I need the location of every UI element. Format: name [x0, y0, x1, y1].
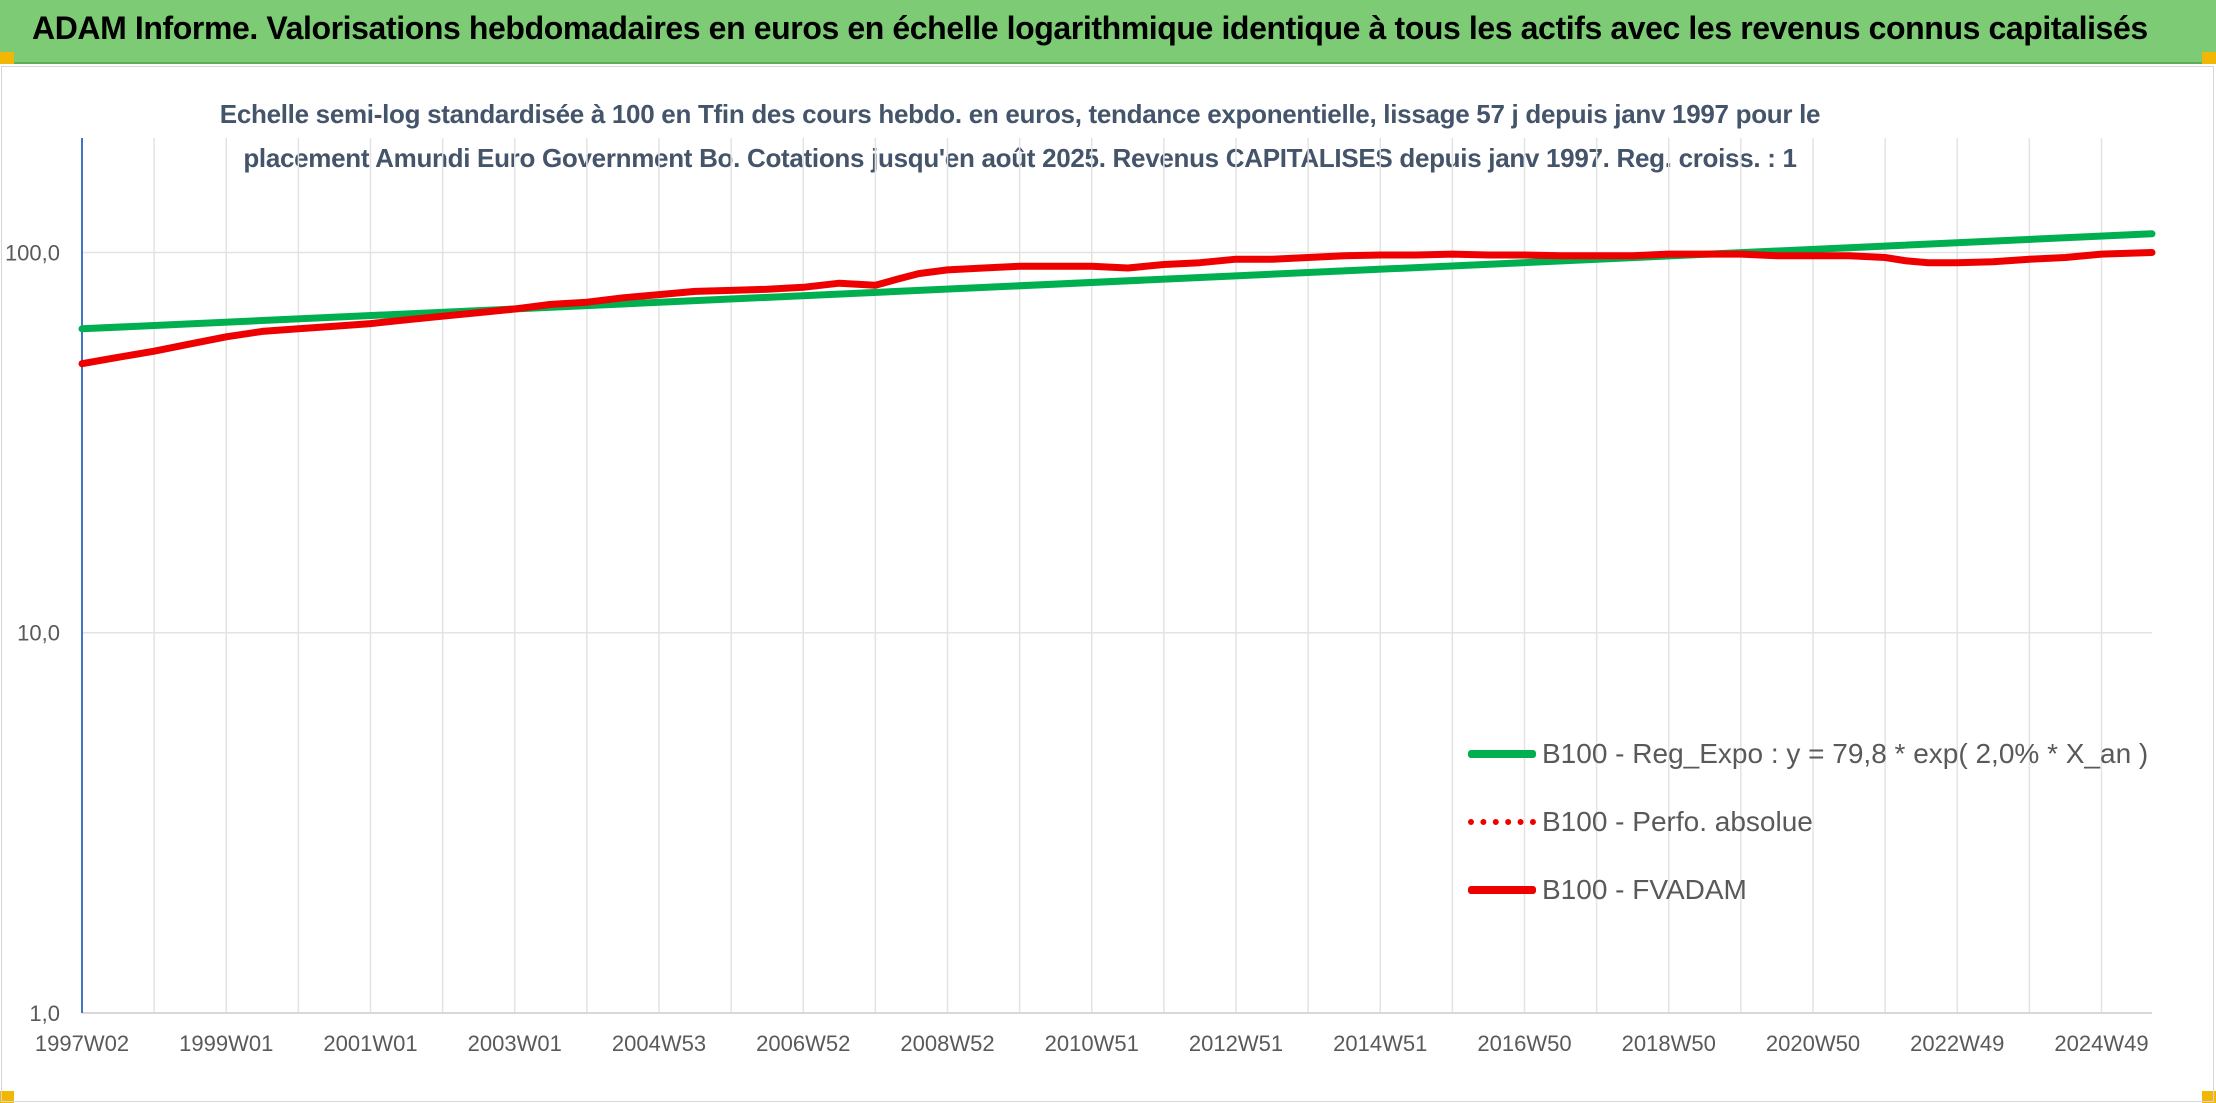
- chart-legend: B100 - Reg_Expo : y = 79,8 * exp( 2,0% *…: [1468, 732, 2168, 936]
- chart-frame: [1, 66, 2214, 1102]
- x-tick-label: 1999W01: [179, 1031, 273, 1056]
- x-tick-label: 2024W49: [2054, 1031, 2148, 1056]
- corner-marker-top-right: [2202, 52, 2216, 64]
- legend-item-reg-expo: B100 - Reg_Expo : y = 79,8 * exp( 2,0% *…: [1468, 732, 2168, 776]
- series-line-reg-expo: [78, 230, 2156, 333]
- x-tick-label: 2012W51: [1189, 1031, 1283, 1056]
- legend-swatch-fvadam: [1468, 886, 1536, 894]
- x-tick-label: 2016W50: [1477, 1031, 1571, 1056]
- banner: ADAM Informe. Valorisations hebdomadaire…: [0, 0, 2216, 64]
- legend-label-fvadam: B100 - FVADAM: [1542, 874, 1747, 905]
- x-tick-label: 2010W51: [1045, 1031, 1139, 1056]
- legend-swatch-perfo-absolue: [1468, 819, 1536, 825]
- x-tick-label: 2014W51: [1333, 1031, 1427, 1056]
- x-tick-label: 2008W52: [900, 1031, 994, 1056]
- y-tick-label: 1,0: [29, 1001, 60, 1026]
- legend-label-reg-expo: B100 - Reg_Expo : y = 79,8 * exp( 2,0% *…: [1542, 738, 2149, 769]
- legend-item-perfo-absolue: B100 - Perfo. absolue: [1468, 800, 2168, 844]
- y-tick-label: 100,0: [5, 240, 60, 265]
- x-tick-label: 2001W01: [323, 1031, 417, 1056]
- x-tick-label: 1997W02: [35, 1031, 129, 1056]
- legend-swatch-reg-expo: [1468, 750, 1536, 758]
- x-tick-label: 2020W50: [1766, 1031, 1860, 1056]
- corner-marker-top-left: [0, 52, 14, 64]
- series-line-fvadam: [78, 249, 2156, 368]
- legend-label-perfo-absolue: B100 - Perfo. absolue: [1542, 806, 1813, 837]
- corner-marker-bottom-right: [2202, 1091, 2216, 1103]
- x-tick-label: 2004W53: [612, 1031, 706, 1056]
- x-tick-label: 2003W01: [468, 1031, 562, 1056]
- banner-title: ADAM Informe. Valorisations hebdomadaire…: [32, 10, 2148, 46]
- legend-item-fvadam: B100 - FVADAM: [1468, 868, 2168, 912]
- y-tick-label: 10,0: [17, 621, 60, 646]
- x-tick-label: 2006W52: [756, 1031, 850, 1056]
- x-tick-label: 2022W49: [1910, 1031, 2004, 1056]
- x-tick-label: 2018W50: [1622, 1031, 1716, 1056]
- corner-marker-bottom-left: [0, 1091, 14, 1103]
